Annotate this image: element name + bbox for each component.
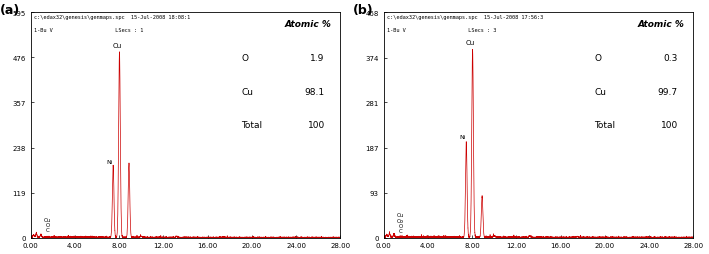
Text: Total: Total xyxy=(241,121,262,130)
Text: 0.3: 0.3 xyxy=(664,54,678,63)
Text: O: O xyxy=(398,224,403,229)
Text: O: O xyxy=(594,54,601,63)
Text: Atomic %: Atomic % xyxy=(637,20,684,29)
Text: Cu: Cu xyxy=(241,87,253,96)
Text: c:\edax32\genesis\genmaps.spc  15-Jul-2008 17:56:3: c:\edax32\genesis\genmaps.spc 15-Jul-200… xyxy=(386,14,543,20)
Text: C: C xyxy=(399,228,403,233)
Text: Cu: Cu xyxy=(594,87,606,96)
Text: Cu: Cu xyxy=(397,213,404,217)
Text: O: O xyxy=(241,54,248,63)
Text: Atomic %: Atomic % xyxy=(284,20,331,29)
Text: Cu: Cu xyxy=(113,43,122,49)
Text: Cu: Cu xyxy=(466,40,475,46)
Text: 100: 100 xyxy=(308,121,325,130)
Text: c:\edax32\genesis\genmaps.spc  15-Jul-2008 18:08:1: c:\edax32\genesis\genmaps.spc 15-Jul-200… xyxy=(33,14,190,20)
Text: 98.1: 98.1 xyxy=(305,87,325,96)
Text: Cu: Cu xyxy=(44,217,51,222)
Text: Ni: Ni xyxy=(459,134,466,139)
Text: 1-Bu V                    LSecs : 3: 1-Bu V LSecs : 3 xyxy=(386,28,496,33)
Text: C: C xyxy=(46,227,50,232)
Text: (a): (a) xyxy=(0,4,20,17)
Text: Ni: Ni xyxy=(106,159,113,164)
Text: 1.9: 1.9 xyxy=(311,54,325,63)
Text: (b): (b) xyxy=(352,4,374,17)
Text: 1-Bu V                    LSecs : 1: 1-Bu V LSecs : 1 xyxy=(33,28,143,33)
Text: O: O xyxy=(45,222,50,227)
Text: Co: Co xyxy=(397,218,404,223)
Text: Total: Total xyxy=(594,121,615,130)
Text: 100: 100 xyxy=(661,121,678,130)
Text: 99.7: 99.7 xyxy=(658,87,678,96)
